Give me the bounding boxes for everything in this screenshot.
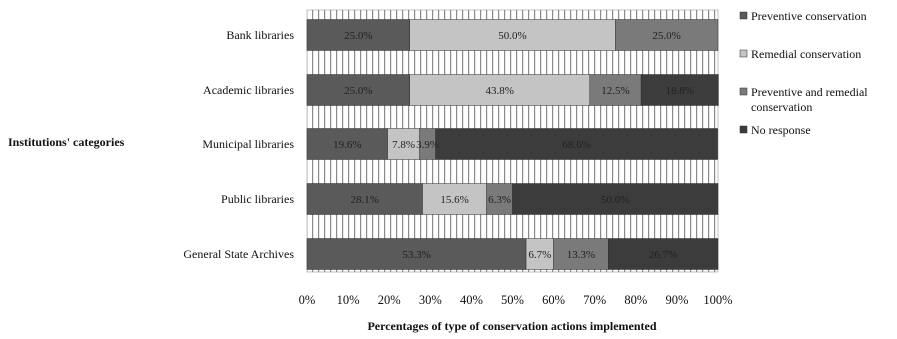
bar-segment bbox=[306, 238, 527, 270]
bar-value-label: 6.3% bbox=[488, 194, 511, 206]
bars-layer bbox=[306, 19, 719, 270]
bar-value-label: 25.0% bbox=[344, 85, 372, 97]
bar-value-label: 68.6% bbox=[562, 139, 590, 151]
bar-value-label: 7.8% bbox=[392, 139, 415, 151]
x-tick-label: 60% bbox=[542, 293, 565, 307]
x-tick-label: 50% bbox=[501, 293, 524, 307]
legend-label: Preventive and remedial bbox=[751, 85, 868, 99]
bar-segment bbox=[435, 128, 718, 160]
legend-label: No response bbox=[751, 123, 811, 137]
x-tick-label: 20% bbox=[378, 293, 401, 307]
x-tick-label: 90% bbox=[665, 293, 688, 307]
bar-value-label: 15.6% bbox=[440, 194, 468, 206]
legend-swatch bbox=[739, 49, 748, 58]
bar-value-label: 6.7% bbox=[528, 249, 551, 261]
bar-value-label: 19.6% bbox=[333, 139, 361, 151]
legend-swatch bbox=[739, 87, 748, 96]
bar-value-label: 53.3% bbox=[402, 249, 430, 261]
bar-value-label: 28.1% bbox=[351, 194, 379, 206]
bar-value-label: 50.0% bbox=[498, 30, 526, 42]
category-label: Bank libraries bbox=[226, 28, 294, 42]
legend: Preventive conservation Remedial conserva… bbox=[739, 9, 868, 137]
x-tick-label: 80% bbox=[624, 293, 647, 307]
bar-value-label: 12.5% bbox=[601, 85, 629, 97]
category-label: Academic libraries bbox=[203, 83, 294, 97]
bar-segment bbox=[486, 183, 513, 215]
bar-value-label: 26.7% bbox=[649, 249, 677, 261]
category-labels: Bank libraries Academic libraries Municipa… bbox=[183, 28, 294, 261]
bar-value-label: 50.0% bbox=[601, 194, 629, 206]
x-tick-label: 70% bbox=[583, 293, 606, 307]
bar-value-label: 3.9% bbox=[416, 139, 439, 151]
y-axis-title: Institutions' categories bbox=[8, 135, 125, 149]
bar-segment bbox=[553, 238, 609, 270]
bar-segment bbox=[409, 74, 591, 106]
category-label: Municipal libraries bbox=[202, 137, 294, 151]
legend-label: conservation bbox=[751, 100, 812, 114]
bar-segment bbox=[422, 183, 487, 215]
bar-value-label: 43.8% bbox=[486, 85, 514, 97]
bar-segment bbox=[640, 74, 719, 106]
legend-label: Preventive conservation bbox=[751, 9, 867, 23]
bar-value-label: 25.0% bbox=[652, 30, 680, 42]
bar-value-label: 25.0% bbox=[344, 30, 372, 42]
bar-segment bbox=[306, 183, 423, 215]
bar-segment bbox=[387, 128, 420, 160]
x-tick-label: 10% bbox=[337, 293, 360, 307]
legend-label: Remedial conservation bbox=[751, 47, 861, 61]
bar-value-label: 18.8% bbox=[666, 85, 694, 97]
x-tick-label: 0% bbox=[299, 293, 316, 307]
bar-segment bbox=[615, 19, 719, 51]
bar-segment bbox=[512, 183, 719, 215]
x-tick-labels: 0% 10% 20% 30% 40% 50% 60% 70% 80% 90% 100% bbox=[299, 293, 733, 307]
bar-value-label: 13.3% bbox=[567, 249, 595, 261]
category-label: Public libraries bbox=[221, 192, 294, 206]
category-label: General State Archives bbox=[183, 247, 294, 261]
bar-segment bbox=[306, 128, 388, 160]
bar-segment bbox=[306, 74, 410, 106]
bar-segment bbox=[306, 19, 410, 51]
bar-segment bbox=[608, 238, 719, 270]
bar-segment bbox=[409, 19, 616, 51]
x-axis-title: Percentages of type of conservation acti… bbox=[367, 319, 656, 333]
x-tick-label: 100% bbox=[703, 293, 732, 307]
legend-swatch bbox=[739, 11, 748, 20]
legend-swatch bbox=[739, 125, 748, 134]
x-tick-label: 40% bbox=[460, 293, 483, 307]
bar-segment bbox=[525, 238, 554, 270]
bar-labels-layer: 25.0% 50.0% 25.0% 25.0% 43.8% 12.5% 18.8% 19.6%… bbox=[333, 30, 694, 261]
bar-segment bbox=[589, 74, 642, 106]
x-tick-label: 30% bbox=[419, 293, 442, 307]
